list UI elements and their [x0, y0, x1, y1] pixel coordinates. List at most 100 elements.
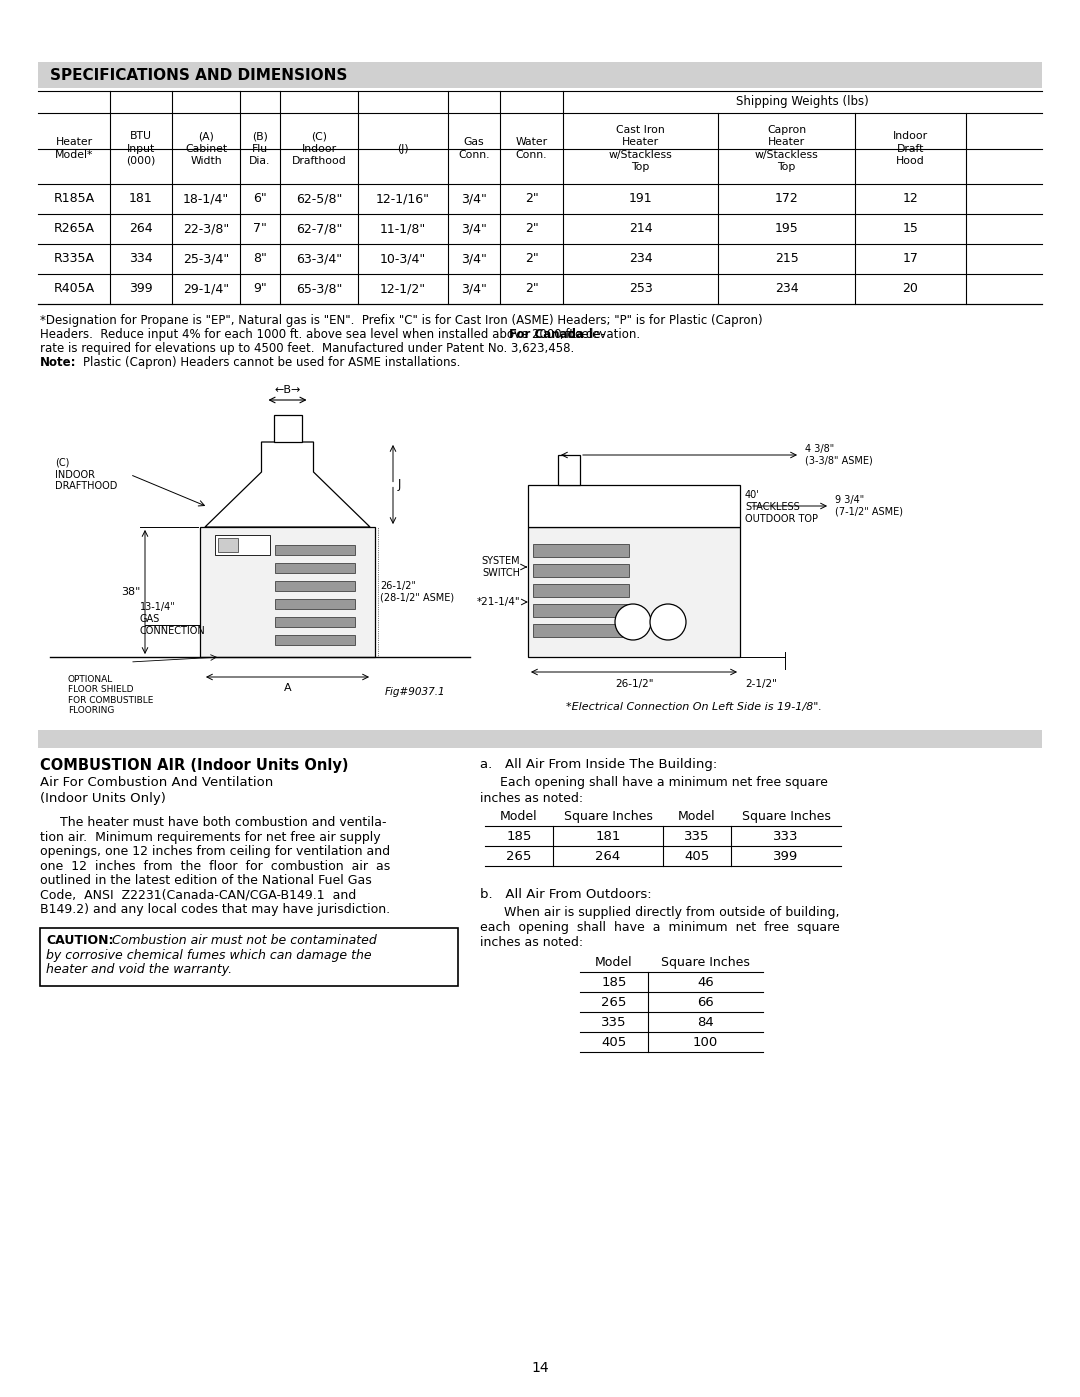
Text: Combustion air must not be contaminated: Combustion air must not be contaminated — [108, 933, 377, 947]
Text: 100: 100 — [693, 1035, 718, 1049]
Bar — [275, 599, 355, 609]
Text: *21-1/4": *21-1/4" — [476, 597, 519, 608]
Text: 195: 195 — [774, 222, 798, 236]
Text: OPTIONAL
FLOOR SHIELD
FOR COMBUSTIBLE
FLOORING: OPTIONAL FLOOR SHIELD FOR COMBUSTIBLE FL… — [68, 675, 153, 715]
Text: 3/4": 3/4" — [461, 253, 487, 265]
Text: 181: 181 — [595, 830, 621, 842]
Bar — [534, 564, 629, 577]
Text: tion air.  Minimum requirements for net free air supply: tion air. Minimum requirements for net f… — [40, 830, 380, 844]
Text: 17: 17 — [903, 253, 918, 265]
Circle shape — [615, 604, 651, 640]
Text: For Canada: For Canada — [509, 328, 584, 341]
Text: 62-7/8": 62-7/8" — [296, 222, 342, 236]
Bar — [218, 538, 238, 552]
Text: Shipping Weights (lbs): Shipping Weights (lbs) — [737, 95, 869, 109]
Text: 2": 2" — [525, 193, 538, 205]
Text: 399: 399 — [130, 282, 152, 296]
Text: 405: 405 — [685, 849, 710, 862]
Text: Indoor
Draft
Hood: Indoor Draft Hood — [893, 131, 928, 166]
Text: 172: 172 — [774, 193, 798, 205]
Text: 335: 335 — [602, 1016, 626, 1028]
Text: 12-1/16": 12-1/16" — [376, 193, 430, 205]
Text: 3/4": 3/4" — [461, 282, 487, 296]
Bar — [534, 604, 629, 617]
Text: Code,  ANSI  Z2231(Canada-CAN/CGA-B149.1  and: Code, ANSI Z2231(Canada-CAN/CGA-B149.1 a… — [40, 888, 356, 901]
Text: 13-1/4"
GAS
CONNECTION: 13-1/4" GAS CONNECTION — [140, 602, 206, 636]
Circle shape — [650, 604, 686, 640]
Bar — [534, 624, 629, 637]
Text: 265: 265 — [507, 849, 531, 862]
Text: SYSTEM
SWITCH: SYSTEM SWITCH — [482, 556, 519, 578]
Bar — [528, 485, 740, 527]
Text: Headers.  Reduce input 4% for each 1000 ft. above sea level when installed above: Headers. Reduce input 4% for each 1000 f… — [40, 328, 648, 341]
Text: 66: 66 — [697, 996, 714, 1009]
Text: Model: Model — [678, 810, 716, 823]
Text: Cast Iron
Heater
w/Stackless
Top: Cast Iron Heater w/Stackless Top — [609, 124, 673, 172]
Bar — [275, 563, 355, 573]
Bar — [275, 636, 355, 645]
Text: Model: Model — [500, 810, 538, 823]
Text: 14: 14 — [531, 1361, 549, 1375]
Text: 2-1/2": 2-1/2" — [745, 679, 777, 689]
Text: Model: Model — [595, 956, 633, 970]
Bar — [528, 527, 740, 657]
Text: (C)
Indoor
Drafthood: (C) Indoor Drafthood — [292, 131, 347, 166]
Text: 214: 214 — [629, 222, 652, 236]
Text: b.   All Air From Outdoors:: b. All Air From Outdoors: — [480, 888, 651, 901]
Text: 9 3/4"
(7-1/2" ASME): 9 3/4" (7-1/2" ASME) — [835, 495, 903, 517]
Text: 7": 7" — [253, 222, 267, 236]
Text: R405A: R405A — [53, 282, 95, 296]
Text: inches as noted:: inches as noted: — [480, 792, 583, 805]
Text: R335A: R335A — [54, 253, 95, 265]
Bar — [273, 415, 301, 441]
Text: (Indoor Units Only): (Indoor Units Only) — [40, 792, 166, 805]
Text: Square Inches: Square Inches — [661, 956, 750, 970]
Text: 3/4": 3/4" — [461, 193, 487, 205]
Text: *Electrical Connection On Left Side is 19-1/8".: *Electrical Connection On Left Side is 1… — [566, 703, 822, 712]
Text: 12: 12 — [903, 193, 918, 205]
Text: 185: 185 — [507, 830, 531, 842]
Text: 4 3/8"
(3-3/8" ASME): 4 3/8" (3-3/8" ASME) — [805, 444, 873, 465]
Text: 12-1/2": 12-1/2" — [380, 282, 427, 296]
Text: CAUTION:: CAUTION: — [46, 933, 113, 947]
Bar — [534, 543, 629, 557]
Text: 20: 20 — [903, 282, 918, 296]
Text: 6": 6" — [253, 193, 267, 205]
Text: a.   All Air From Inside The Building:: a. All Air From Inside The Building: — [480, 759, 717, 771]
Text: one  12  inches  from  the  floor  for  combustion  air  as: one 12 inches from the floor for combust… — [40, 859, 390, 873]
Text: SPECIFICATIONS AND DIMENSIONS: SPECIFICATIONS AND DIMENSIONS — [50, 67, 348, 82]
Text: 25-3/4": 25-3/4" — [183, 253, 229, 265]
Text: 265: 265 — [602, 996, 626, 1009]
Text: 334: 334 — [130, 253, 152, 265]
Text: R185A: R185A — [53, 193, 95, 205]
Text: 181: 181 — [130, 193, 153, 205]
Text: 333: 333 — [773, 830, 799, 842]
Text: J: J — [399, 478, 402, 490]
Bar — [275, 545, 355, 555]
Text: Water
Conn.: Water Conn. — [515, 137, 548, 159]
Text: 62-5/8": 62-5/8" — [296, 193, 342, 205]
Text: 399: 399 — [773, 849, 798, 862]
Text: (A)
Cabinet
Width: (A) Cabinet Width — [185, 131, 227, 166]
Text: Note:: Note: — [40, 356, 77, 369]
Text: Square Inches: Square Inches — [742, 810, 831, 823]
Text: 65-3/8": 65-3/8" — [296, 282, 342, 296]
Text: 18-1/4": 18-1/4" — [183, 193, 229, 205]
Text: Square Inches: Square Inches — [564, 810, 652, 823]
Text: (B)
Flu
Dia.: (B) Flu Dia. — [249, 131, 271, 166]
Text: 191: 191 — [629, 193, 652, 205]
Text: BTU
Input
(000): BTU Input (000) — [126, 131, 156, 166]
Text: 63-3/4": 63-3/4" — [296, 253, 342, 265]
Bar — [558, 455, 580, 485]
Text: 38": 38" — [122, 587, 141, 597]
Text: The heater must have both combustion and ventila-: The heater must have both combustion and… — [40, 816, 387, 828]
Text: R265A: R265A — [54, 222, 95, 236]
Text: 15: 15 — [903, 222, 918, 236]
Text: 26-1/2": 26-1/2" — [615, 679, 653, 689]
Bar — [200, 527, 375, 657]
Text: Air For Combustion And Ventilation: Air For Combustion And Ventilation — [40, 775, 273, 789]
Text: 10-3/4": 10-3/4" — [380, 253, 427, 265]
Bar — [38, 61, 1042, 88]
Bar — [40, 928, 458, 985]
Text: openings, one 12 inches from ceiling for ventilation and: openings, one 12 inches from ceiling for… — [40, 845, 390, 858]
